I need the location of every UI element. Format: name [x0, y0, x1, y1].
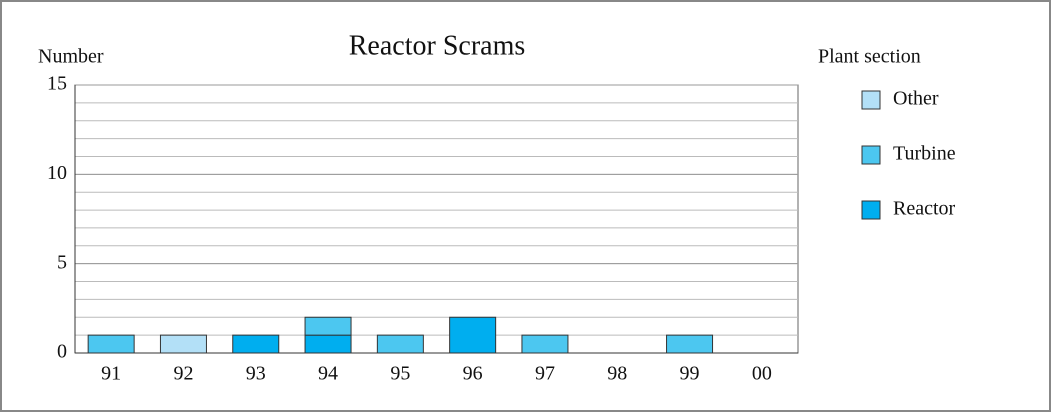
legend-swatch: [861, 90, 881, 110]
x-tick-label: 92: [173, 363, 193, 385]
plot-area: [74, 84, 799, 354]
x-tick-label: 94: [318, 363, 338, 385]
x-tick-label: 91: [101, 363, 121, 385]
bar-segment: [159, 334, 207, 354]
x-tick-label: 00: [752, 363, 772, 385]
bar-segment: [232, 334, 280, 354]
x-tick-label: 95: [390, 363, 410, 385]
bar-segment: [449, 316, 497, 354]
x-tick-label: 96: [463, 363, 483, 385]
x-tick-label: 99: [680, 363, 700, 385]
x-tick-label: 93: [246, 363, 266, 385]
bar-segment: [376, 334, 424, 354]
y-tick-label: 5: [57, 251, 67, 273]
legend-swatch: [861, 200, 881, 220]
bar-segment: [304, 316, 352, 336]
legend-label: Turbine: [893, 143, 956, 165]
y-tick-label: 10: [47, 162, 67, 184]
chart-title: Reactor Scrams: [349, 30, 526, 61]
y-tick-label: 0: [57, 341, 67, 363]
y-tick-label: 15: [47, 73, 67, 95]
legend-swatch: [861, 145, 881, 165]
bar-segment: [666, 334, 714, 354]
legend-label: Other: [893, 88, 939, 110]
bar-segment: [521, 334, 569, 354]
bar-segment: [87, 334, 135, 354]
legend-label: Reactor: [893, 198, 956, 220]
bar-segment: [304, 334, 352, 354]
y-axis-label: Number: [38, 46, 104, 68]
legend-title: Plant section: [818, 46, 921, 68]
x-tick-label: 98: [607, 363, 627, 385]
x-tick-label: 97: [535, 363, 555, 385]
